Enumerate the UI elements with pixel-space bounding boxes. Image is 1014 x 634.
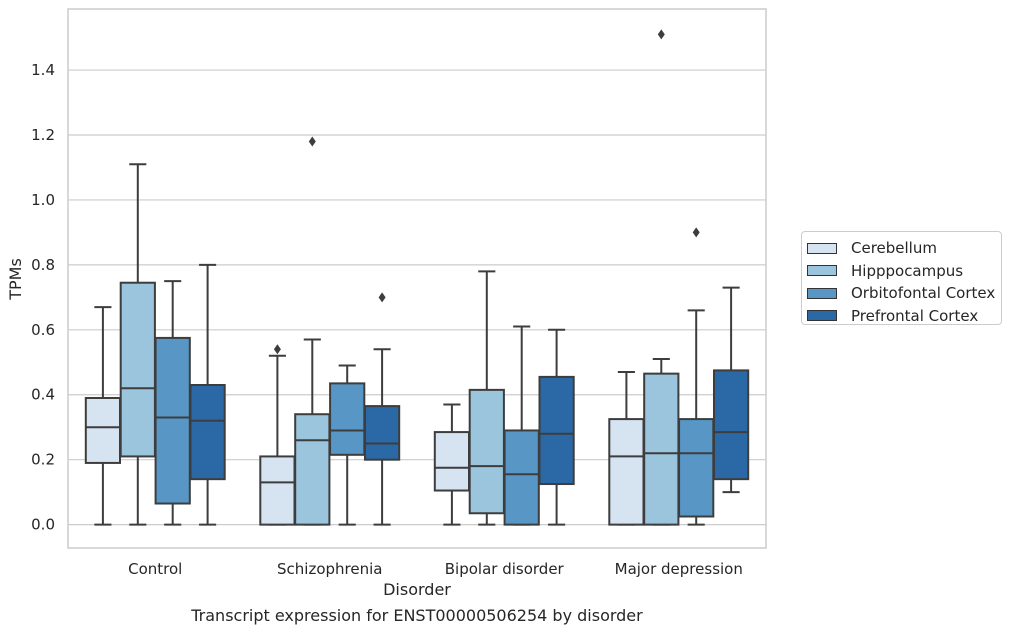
- box: [712, 369, 750, 481]
- legend-label: Hipppocampus: [851, 261, 964, 280]
- legend-label: Cerebellum: [851, 239, 937, 258]
- outlier-point: [692, 227, 700, 238]
- box: [189, 384, 226, 481]
- box-group: [643, 29, 680, 526]
- x-tick-labels: Control Schizophrenia Bipolar disorder Majo…: [128, 560, 743, 578]
- legend: Cerebellum Hipppocampus Orbitofontal Corte…: [801, 231, 1002, 325]
- legend-item: Cerebellum: [807, 237, 1001, 260]
- boxes-layer: [84, 29, 750, 526]
- box-group: [84, 306, 122, 526]
- box: [643, 372, 680, 526]
- box-group: [538, 328, 575, 526]
- box-group: [119, 163, 156, 526]
- x-tick-label: Bipolar disorder: [445, 560, 565, 578]
- box: [503, 429, 540, 526]
- y-tick-label: 0.2: [31, 451, 55, 469]
- legend-swatch: [807, 265, 837, 277]
- legend-label: Prefrontal Cortex: [851, 306, 979, 325]
- box: [433, 431, 471, 492]
- box: [294, 413, 331, 526]
- box: [363, 405, 401, 461]
- legend-item: Hipppocampus: [807, 260, 1001, 283]
- box: [259, 455, 296, 526]
- x-tick-label: Schizophrenia: [277, 560, 382, 578]
- box-group: [608, 371, 645, 526]
- y-tick-label: 0.6: [31, 321, 55, 339]
- legend-swatch: [807, 287, 837, 299]
- y-tick-labels: 0.0 0.2 0.4 0.6 0.8 1.0 1.2 1.4: [31, 61, 55, 534]
- box-group: [503, 325, 540, 526]
- x-tick-label: Major depression: [615, 560, 743, 578]
- box-group: [468, 270, 505, 526]
- box-group: [329, 364, 366, 526]
- box-group: [294, 136, 331, 526]
- outlier-point: [308, 136, 316, 147]
- outlier-point: [273, 344, 281, 355]
- box: [608, 418, 645, 526]
- y-tick-label: 0.8: [31, 256, 55, 274]
- y-tick-label: 0.0: [31, 516, 55, 534]
- y-tick-label: 1.4: [31, 61, 55, 79]
- box: [154, 336, 191, 505]
- box: [329, 382, 366, 456]
- x-tick-label: Control: [128, 560, 182, 578]
- box-group: [363, 292, 401, 526]
- box-group: [712, 286, 750, 494]
- y-axis-label: TPMs: [6, 258, 25, 301]
- box-group: [259, 344, 296, 526]
- legend-item: Orbitofontal Cortex: [807, 282, 1001, 305]
- box: [538, 375, 575, 486]
- legend-swatch: [807, 310, 837, 322]
- box: [468, 388, 505, 515]
- box: [84, 396, 122, 464]
- outlier-point: [378, 292, 386, 303]
- plot-frame: [67, 8, 767, 549]
- box-group: [154, 280, 191, 526]
- box-group: [189, 263, 226, 526]
- outlier-point: [657, 29, 665, 40]
- legend-item: Prefrontal Cortex: [807, 305, 1001, 328]
- box: [678, 418, 715, 518]
- box-group: [678, 227, 715, 526]
- x-axis-label: Disorder: [383, 580, 451, 599]
- box: [119, 281, 156, 458]
- box-group: [433, 403, 471, 526]
- legend-swatch: [807, 242, 837, 254]
- chart-caption: Transcript expression for ENST0000050625…: [191, 606, 643, 625]
- y-tick-label: 1.2: [31, 126, 55, 144]
- legend-label: Orbitofontal Cortex: [851, 284, 996, 303]
- y-tick-label: 0.4: [31, 386, 55, 404]
- y-tick-label: 1.0: [31, 191, 55, 209]
